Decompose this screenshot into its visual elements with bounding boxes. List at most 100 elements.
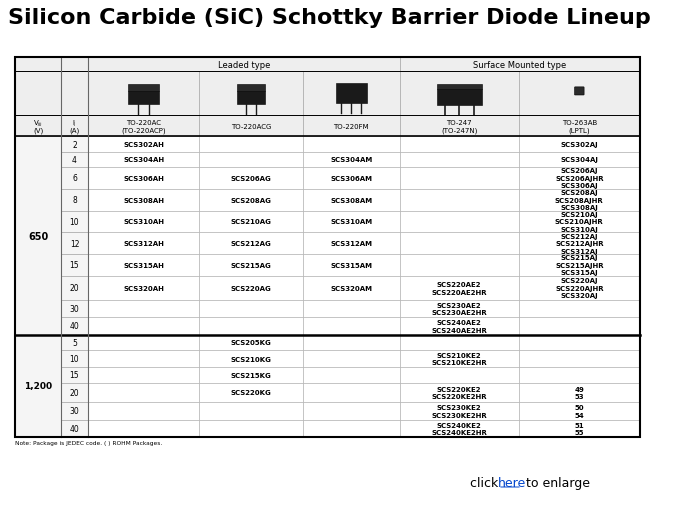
Text: SCS220KE2
SCS220KE2HR: SCS220KE2 SCS220KE2HR — [431, 386, 487, 399]
Text: SCS208AJ
SCS208AJHR
SCS308AJ: SCS208AJ SCS208AJHR SCS308AJ — [555, 190, 603, 211]
Text: 10: 10 — [70, 218, 79, 226]
Text: SCS206AG: SCS206AG — [231, 176, 271, 181]
Bar — [88, 72, 200, 116]
Bar — [400, 58, 640, 72]
Text: SCS306AH: SCS306AH — [124, 176, 164, 181]
Text: SCS206AJ
SCS206AJHR
SCS306AJ: SCS206AJ SCS206AJHR SCS306AJ — [555, 168, 603, 189]
Text: SCS215AG: SCS215AG — [231, 263, 271, 269]
Text: TO-220ACG: TO-220ACG — [231, 123, 271, 129]
Text: Leaded type: Leaded type — [217, 61, 270, 70]
Text: SCS320AM: SCS320AM — [330, 285, 372, 291]
Text: SCS302AJ: SCS302AJ — [560, 142, 598, 148]
Bar — [61, 58, 88, 72]
Text: 6: 6 — [72, 174, 77, 183]
Bar — [15, 58, 640, 437]
Text: SCS302AH: SCS302AH — [124, 142, 164, 148]
Text: SCS205KG: SCS205KG — [231, 339, 271, 345]
Bar — [200, 368, 302, 383]
Bar — [61, 168, 88, 189]
Bar — [200, 335, 302, 350]
Bar — [302, 300, 400, 318]
Bar — [400, 383, 518, 402]
Text: 30: 30 — [70, 407, 80, 416]
Bar — [518, 255, 640, 276]
Bar — [200, 189, 302, 211]
Text: 30: 30 — [70, 305, 80, 314]
Bar — [518, 189, 640, 211]
Bar — [302, 368, 400, 383]
Bar — [200, 116, 302, 137]
Text: 12: 12 — [70, 239, 79, 248]
Text: 40: 40 — [70, 424, 80, 433]
Bar — [400, 350, 518, 368]
Text: TO-220AC
(TO-220ACP): TO-220AC (TO-220ACP) — [122, 119, 166, 133]
Bar — [61, 350, 88, 368]
Bar — [61, 368, 88, 383]
Bar — [437, 84, 482, 90]
Bar — [400, 318, 518, 335]
Text: SCS240AE2
SCS240AE2HR: SCS240AE2 SCS240AE2HR — [431, 320, 487, 333]
Text: 8: 8 — [72, 196, 77, 205]
Bar — [88, 137, 200, 153]
Text: SCS308AM: SCS308AM — [330, 197, 372, 203]
Bar — [400, 276, 518, 300]
Text: SCS320AH: SCS320AH — [124, 285, 164, 291]
Bar — [61, 255, 88, 276]
Bar — [61, 233, 88, 255]
Bar — [518, 383, 640, 402]
Text: click: click — [470, 477, 502, 489]
Bar — [200, 137, 302, 153]
Bar — [61, 153, 88, 168]
Bar — [237, 85, 265, 91]
Bar — [88, 116, 200, 137]
Text: 1,200: 1,200 — [24, 382, 52, 390]
Bar — [400, 168, 518, 189]
Bar — [237, 91, 265, 105]
Bar — [302, 383, 400, 402]
Bar — [200, 318, 302, 335]
Text: SCS215KG: SCS215KG — [231, 372, 271, 378]
Bar — [302, 168, 400, 189]
Text: SCS210KG: SCS210KG — [231, 356, 271, 362]
Bar — [400, 402, 518, 420]
Bar — [128, 85, 159, 91]
Bar — [302, 318, 400, 335]
Bar — [61, 383, 88, 402]
Bar — [88, 276, 200, 300]
Text: TO-263AB
(LPTL): TO-263AB (LPTL) — [562, 119, 597, 133]
Bar — [518, 153, 640, 168]
Bar — [61, 420, 88, 437]
Bar — [518, 116, 640, 137]
Text: here: here — [498, 477, 526, 489]
Text: SCS220AG: SCS220AG — [231, 285, 271, 291]
Text: TO-247
(TO-247N): TO-247 (TO-247N) — [441, 119, 477, 133]
Bar — [302, 72, 400, 116]
Bar — [61, 211, 88, 233]
Bar — [302, 116, 400, 137]
Text: 20: 20 — [70, 284, 79, 293]
Bar — [61, 189, 88, 211]
Bar — [88, 233, 200, 255]
Text: SCS310AH: SCS310AH — [123, 219, 164, 225]
Bar — [88, 211, 200, 233]
Bar — [518, 350, 640, 368]
Bar — [400, 255, 518, 276]
Text: SCS315AM: SCS315AM — [330, 263, 372, 269]
Bar — [200, 276, 302, 300]
Bar — [200, 300, 302, 318]
Bar — [400, 335, 518, 350]
Text: TO-220FM: TO-220FM — [333, 123, 369, 129]
Bar — [400, 116, 518, 137]
Text: SCS210AG: SCS210AG — [231, 219, 271, 225]
Text: Note: Package is JEDEC code. ( ) ROHM Packages.: Note: Package is JEDEC code. ( ) ROHM Pa… — [15, 440, 162, 445]
Text: to enlarge: to enlarge — [522, 477, 590, 489]
Bar — [88, 383, 200, 402]
Bar — [88, 300, 200, 318]
Bar — [200, 168, 302, 189]
Text: SCS220AE2
SCS220AE2HR: SCS220AE2 SCS220AE2HR — [431, 281, 487, 295]
FancyBboxPatch shape — [574, 88, 584, 96]
Bar — [88, 153, 200, 168]
Bar — [61, 402, 88, 420]
Bar — [302, 276, 400, 300]
Bar — [15, 116, 61, 137]
